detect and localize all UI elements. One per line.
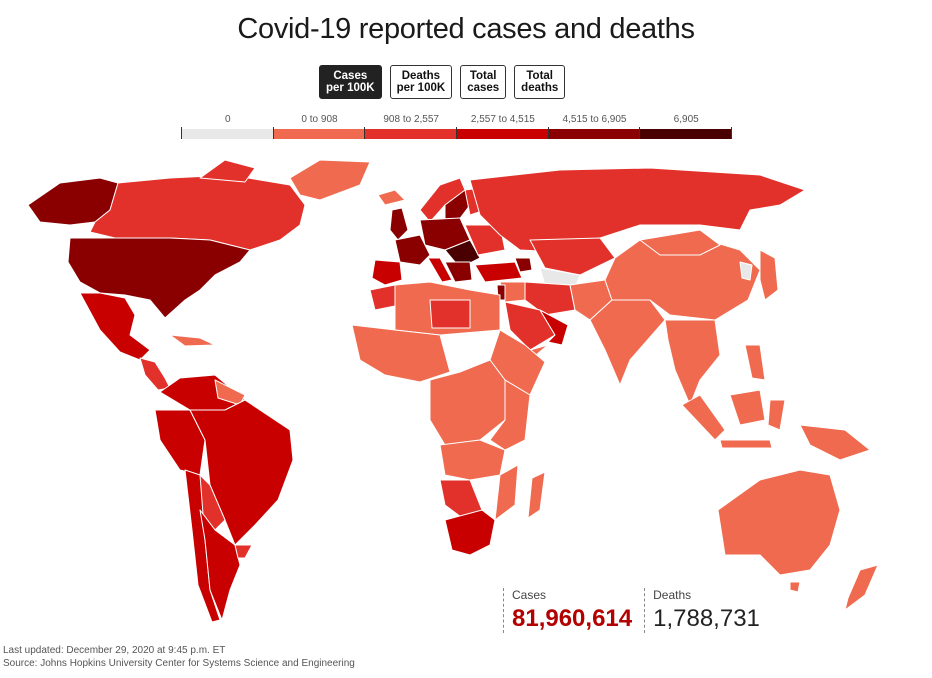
deaths-label: Deaths	[653, 588, 692, 602]
legend-label: 908 to 2,557	[383, 114, 439, 125]
region-new-guinea[interactable]	[799, 424, 871, 461]
footer: Last updated: December 29, 2020 at 9:45 …	[3, 644, 355, 670]
region-mexico[interactable]	[79, 292, 151, 361]
region-italy[interactable]	[427, 257, 453, 283]
color-legend: 0 0 to 908 908 to 2,557 2,557 to 4,515 4…	[181, 113, 733, 143]
source-note: Source: Johns Hopkins University Center …	[3, 658, 355, 669]
region-russia[interactable]	[469, 167, 806, 253]
legend-bin-2: 908 to 2,557	[364, 113, 458, 143]
region-java[interactable]	[719, 439, 773, 449]
region-southern-central-africa[interactable]	[439, 439, 506, 481]
legend-bin-4: 4,515 to 6,905	[547, 113, 641, 143]
cases-total-block: Cases 81,960,614	[503, 588, 632, 633]
region-ukraine-belarus[interactable]	[464, 224, 506, 256]
toggle-deaths-per-100k[interactable]: Deaths per 100K	[389, 65, 453, 99]
toggle-label-line1: Total	[526, 70, 554, 82]
region-uruguay[interactable]	[234, 544, 253, 559]
region-new-zealand[interactable]	[844, 564, 879, 611]
toggle-label-line2: deaths	[521, 82, 559, 94]
region-west-africa[interactable]	[351, 324, 451, 383]
region-iceland[interactable]	[377, 189, 406, 206]
legend-swatch	[182, 129, 274, 139]
world-map	[27, 159, 879, 623]
region-southeast-asia[interactable]	[664, 319, 721, 406]
region-tasmania[interactable]	[789, 581, 801, 593]
last-updated: Last updated: December 29, 2020 at 9:45 …	[3, 645, 226, 656]
region-usa[interactable]	[67, 237, 251, 319]
cases-label: Cases	[512, 588, 547, 602]
legend-bin-0: 0	[181, 113, 274, 143]
legend-label: 6,905	[673, 114, 699, 125]
global-totals: Cases 81,960,614 Deaths 1,788,731	[503, 588, 760, 633]
region-philippines[interactable]	[744, 344, 766, 381]
region-greenland[interactable]	[289, 159, 371, 201]
region-india[interactable]	[589, 299, 666, 386]
cases-value: 81,960,614	[512, 605, 633, 632]
region-central-america[interactable]	[139, 357, 171, 391]
region-sulawesi[interactable]	[767, 399, 786, 431]
legend-swatch	[457, 129, 549, 139]
region-oman[interactable]	[539, 309, 569, 346]
region-canada-arctic[interactable]	[199, 159, 256, 183]
region-uk[interactable]	[389, 207, 409, 241]
region-south-africa[interactable]	[444, 509, 496, 556]
chart-title: Covid-19 reported cases and deaths	[237, 13, 695, 45]
region-australia[interactable]	[717, 469, 841, 576]
region-madagascar[interactable]	[527, 471, 546, 519]
toggle-label-line1: Total	[469, 70, 497, 82]
toggle-label-line2: cases	[467, 82, 500, 94]
toggle-label-line1: Deaths	[401, 70, 441, 82]
region-japan[interactable]	[759, 249, 779, 301]
region-brazil[interactable]	[189, 399, 294, 546]
toggle-label-line1: Cases	[333, 70, 368, 82]
region-argentina[interactable]	[199, 509, 241, 621]
legend-swatch	[548, 129, 641, 139]
region-borneo[interactable]	[729, 389, 766, 426]
region-france[interactable]	[394, 234, 431, 266]
region-libya[interactable]	[429, 299, 471, 329]
deaths-value: 1,788,731	[653, 605, 760, 632]
legend-bin-1: 0 to 908	[272, 113, 366, 143]
legend-label: 4,515 to 6,905	[562, 114, 627, 125]
region-saudi-arabia[interactable]	[504, 301, 556, 351]
toggle-label-line2: per 100K	[396, 82, 446, 94]
toggle-cases-per-100k[interactable]: Cases per 100K	[319, 65, 382, 99]
legend-swatch	[365, 129, 458, 139]
region-caucasus[interactable]	[514, 257, 533, 273]
legend-swatch	[273, 129, 366, 139]
metric-toggle-group: Cases per 100K Deaths per 100K Total cases …	[319, 65, 566, 99]
legend-label: 0 to 908	[301, 114, 338, 125]
region-caribbean[interactable]	[169, 334, 216, 347]
legend-bin-3: 2,557 to 4,515	[456, 113, 549, 143]
region-korea[interactable]	[739, 261, 753, 281]
legend-label: 0	[225, 114, 231, 125]
legend-bin-5: 6,905	[639, 113, 733, 143]
region-iberia[interactable]	[371, 259, 403, 286]
region-mozambique[interactable]	[494, 464, 519, 521]
toggle-label-line2: per 100K	[326, 82, 375, 94]
legend-label: 2,557 to 4,515	[470, 114, 535, 125]
legend-swatch	[640, 129, 733, 139]
deaths-total-block: Deaths 1,788,731	[644, 588, 760, 633]
region-kazakhstan[interactable]	[529, 237, 616, 276]
region-chile[interactable]	[184, 469, 221, 623]
toggle-total-deaths[interactable]: Total deaths	[514, 65, 566, 99]
region-balkans[interactable]	[444, 261, 473, 283]
region-mongolia[interactable]	[639, 229, 721, 256]
toggle-total-cases[interactable]: Total cases	[460, 65, 507, 99]
region-turkey[interactable]	[474, 261, 523, 283]
region-sumatra[interactable]	[681, 394, 726, 441]
